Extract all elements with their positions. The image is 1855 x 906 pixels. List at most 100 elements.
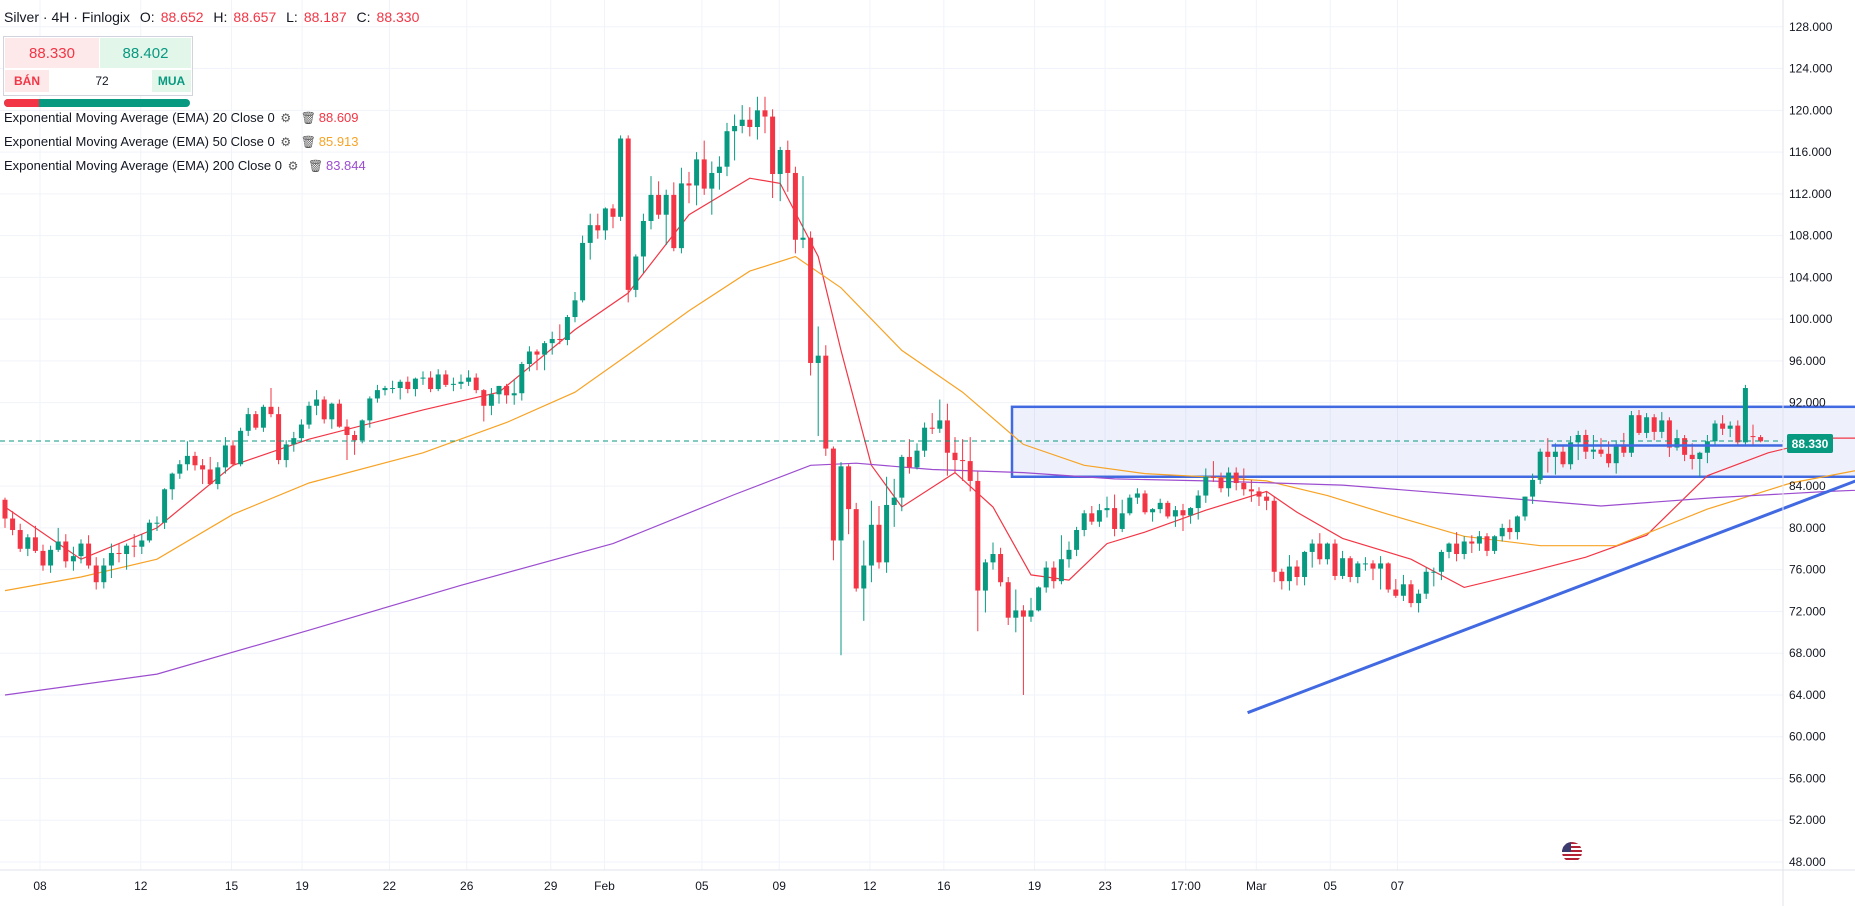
candle-body [1598, 449, 1604, 454]
candle-body [800, 237, 806, 240]
symbol-legend: Silver · 4H · Finlogix O: 88.652 H: 88.657… [4, 9, 425, 25]
candle-body [481, 390, 487, 406]
candle-body [55, 541, 61, 550]
candle-body [640, 220, 646, 257]
candle-body [656, 194, 662, 215]
candle-body [344, 426, 350, 436]
gear-icon[interactable]: ⚙ [280, 134, 292, 149]
candle-body [496, 385, 502, 395]
candle-body [1005, 582, 1011, 618]
candle-body [1324, 543, 1330, 560]
gear-icon[interactable]: ⚙ [287, 158, 299, 173]
candles [2, 96, 1764, 695]
candle-body [215, 467, 221, 485]
x-tick-label: 22 [383, 879, 397, 893]
candle-body [359, 420, 365, 441]
sell-ratio-fill [4, 99, 40, 107]
candle-body [435, 374, 441, 390]
candle-body [146, 522, 152, 541]
candle-body [253, 414, 259, 428]
candle-body [792, 172, 798, 240]
ema20-value: 88.609 [318, 110, 359, 125]
y-tick-label: 80.000 [1789, 521, 1826, 535]
high-label: H: [213, 9, 228, 25]
candle-body [1188, 508, 1194, 516]
ema50-name: Exponential Moving Average (EMA) 50 Clos… [4, 134, 275, 149]
candle-body [1165, 502, 1171, 517]
candle-body [975, 480, 981, 591]
candle-body [1758, 437, 1764, 442]
candle-body [108, 552, 114, 566]
candle-body [1514, 516, 1520, 533]
candle-body [1317, 543, 1323, 560]
candle-body [572, 300, 578, 318]
drawings [0, 440, 1855, 715]
candle-body [25, 537, 31, 549]
candle-body [473, 377, 479, 391]
candle-body [1499, 527, 1505, 537]
candle-body [557, 338, 563, 340]
y-tick-label: 72.000 [1789, 604, 1826, 618]
candle-body [960, 460, 966, 462]
y-tick-label: 112.000 [1789, 187, 1832, 201]
candle-body [184, 455, 190, 465]
candle-body [207, 469, 213, 485]
candle-body [770, 116, 776, 175]
high-value: 88.657 [233, 9, 277, 25]
candle-body [450, 383, 456, 385]
candle-body [542, 343, 548, 355]
candle-body [1469, 541, 1475, 544]
candle-body [982, 562, 988, 591]
sell-label[interactable]: BÁN [5, 70, 49, 92]
candle-body [329, 403, 335, 420]
candle-body [580, 242, 586, 301]
buy-price-button[interactable]: 88.402 [100, 38, 191, 68]
candle-body [1735, 425, 1741, 443]
candle-body [1689, 454, 1695, 460]
ema200-legend[interactable]: Exponential Moving Average (EMA) 200 Clo… [4, 158, 366, 173]
us-flag-icon[interactable] [1562, 842, 1582, 862]
candle-body [1172, 510, 1178, 517]
ema20-legend[interactable]: Exponential Moving Average (EMA) 20 Clos… [4, 110, 359, 125]
gear-icon[interactable]: ⚙ [280, 110, 292, 125]
candle-body [200, 465, 206, 470]
candle-body [1248, 489, 1254, 492]
candle-body [739, 119, 745, 126]
candle-body [1583, 435, 1589, 452]
sell-price-button[interactable]: 88.330 [5, 38, 99, 68]
candle-body [1385, 563, 1391, 590]
candle-body [1476, 536, 1482, 544]
ema50-legend[interactable]: Exponential Moving Average (EMA) 50 Clos… [4, 134, 359, 149]
candle-body [868, 524, 874, 566]
candle-body [443, 374, 449, 385]
candle-body [519, 364, 525, 394]
candle-body [853, 509, 859, 589]
buy-label[interactable]: MUA [152, 70, 191, 92]
trash-icon[interactable]: 🗑 [307, 158, 324, 173]
trash-icon[interactable]: 🗑 [300, 134, 316, 149]
candle-body [823, 355, 829, 449]
candle-body [815, 355, 821, 363]
candle-body [1127, 497, 1133, 514]
candle-body [162, 489, 168, 523]
spread-value: 72 [95, 74, 109, 88]
candle-body [1446, 543, 1452, 552]
trash-icon[interactable]: 🗑 [300, 110, 316, 125]
candle-body [298, 424, 304, 439]
candle-body [1461, 541, 1467, 555]
range-rectangle[interactable] [1010, 405, 1855, 479]
candle-body [929, 427, 935, 429]
candle-body [10, 518, 16, 531]
candle-body [306, 405, 312, 425]
candle-body [1378, 563, 1384, 569]
candle-body [291, 438, 297, 445]
candle-body [808, 237, 814, 363]
candle-body [390, 388, 396, 390]
candle-body [861, 565, 867, 589]
candle-body [884, 504, 890, 563]
candle-body [1492, 536, 1498, 551]
candle-body [1028, 610, 1034, 617]
candle-body [1454, 543, 1460, 555]
x-tick-label: Feb [594, 879, 615, 893]
